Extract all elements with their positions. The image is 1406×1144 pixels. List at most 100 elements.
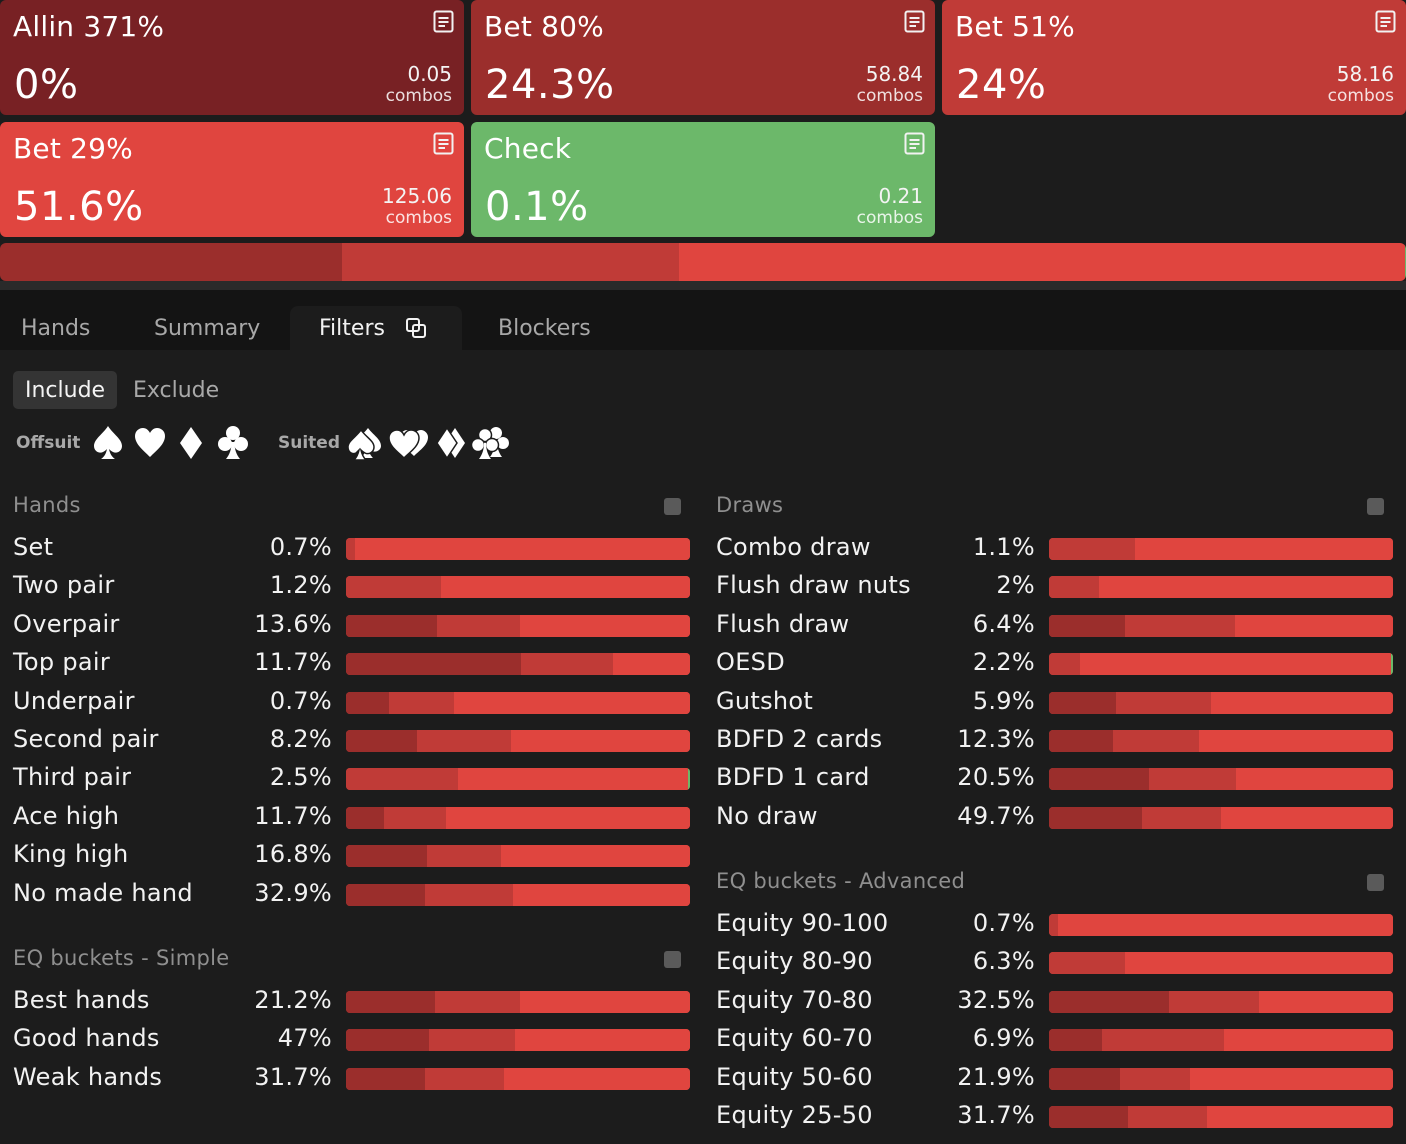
action-card-allin[interactable]: Allin 371% 0% 0.05 combos — [0, 0, 464, 115]
bar-segment-bet51 — [1141, 807, 1221, 829]
double-diamond-icon[interactable] — [433, 424, 469, 462]
section-checkbox-eq-simple[interactable] — [664, 951, 681, 968]
bar-segment-bet51 — [346, 768, 458, 790]
notes-icon[interactable] — [433, 132, 454, 155]
action-percent: 51.6% — [14, 184, 144, 230]
filter-row[interactable]: Equity 60-70 6.9% — [716, 1020, 1393, 1058]
action-percent: 0.1% — [485, 184, 589, 230]
filter-row[interactable]: Overpair 13.6% — [13, 606, 690, 644]
heart-icon[interactable] — [133, 424, 167, 462]
row-percent: 2.2% — [972, 648, 1035, 676]
offsuit-label: Offsuit — [16, 433, 81, 453]
filter-row[interactable]: Equity 80-90 6.3% — [716, 943, 1393, 981]
filter-row[interactable]: Flush draw nuts 2% — [716, 567, 1393, 605]
notes-icon[interactable] — [433, 10, 454, 33]
row-label: OESD — [716, 648, 785, 676]
filter-row[interactable]: Best hands 21.2% — [13, 982, 690, 1020]
filter-row[interactable]: OESD 2.2% — [716, 644, 1393, 682]
row-percent: 1.2% — [269, 571, 332, 599]
filter-row[interactable]: No made hand 32.9% — [13, 875, 690, 913]
tab-hands[interactable]: Hands — [0, 306, 110, 350]
filter-row[interactable]: Equity 90-100 0.7% — [716, 905, 1393, 943]
club-icon[interactable] — [216, 424, 250, 462]
strategy-bar — [346, 692, 690, 714]
strip-segment-check — [1404, 243, 1406, 281]
action-percent: 24% — [956, 62, 1047, 108]
filter-row[interactable]: Two pair 1.2% — [13, 567, 690, 605]
spade-icon[interactable] — [91, 424, 125, 462]
filter-row[interactable]: Second pair 8.2% — [13, 721, 690, 759]
filter-row[interactable]: Weak hands 31.7% — [13, 1059, 690, 1097]
tab-filters[interactable]: Filters — [290, 306, 462, 350]
filter-row[interactable]: Equity 25-50 31.7% — [716, 1097, 1393, 1135]
action-card-check[interactable]: Check 0.1% 0.21 combos — [471, 122, 935, 237]
section-checkbox-draws[interactable] — [1367, 498, 1384, 515]
suited-label: Suited — [278, 433, 340, 453]
row-percent: 5.9% — [972, 687, 1035, 715]
tab-summary[interactable]: Summary — [130, 306, 280, 350]
exclude-button[interactable]: Exclude — [121, 371, 231, 409]
action-percent: 0% — [14, 62, 79, 108]
tab-blockers[interactable]: Blockers — [472, 306, 622, 350]
notes-icon[interactable] — [904, 132, 925, 155]
action-card-bet80[interactable]: Bet 80% 24.3% 58.84 combos — [471, 0, 935, 115]
filter-row[interactable]: Combo draw 1.1% — [716, 529, 1393, 567]
action-percent: 24.3% — [485, 62, 615, 108]
combos-label: combos — [856, 86, 923, 106]
filter-row[interactable]: Flush draw 6.4% — [716, 606, 1393, 644]
notes-icon[interactable] — [904, 10, 925, 33]
bar-segment-bet51 — [425, 884, 513, 906]
divider — [0, 281, 1406, 290]
row-percent: 0.7% — [269, 533, 332, 561]
row-percent: 2% — [996, 571, 1035, 599]
section-title-hands: Hands — [13, 493, 81, 517]
notes-icon[interactable] — [1375, 10, 1396, 33]
bar-segment-bet80 — [1049, 991, 1170, 1013]
row-label: Equity 50-60 — [716, 1063, 873, 1091]
bar-segment-bet51 — [425, 1068, 505, 1090]
strategy-bar — [346, 730, 690, 752]
bar-segment-bet29 — [1079, 653, 1392, 675]
filter-row[interactable]: Top pair 11.7% — [13, 644, 690, 682]
section-checkbox-hands[interactable] — [664, 498, 681, 515]
bar-segment-bet80 — [1049, 692, 1117, 714]
filter-row[interactable]: Gutshot 5.9% — [716, 683, 1393, 721]
row-label: Ace high — [13, 802, 120, 830]
section-title-draws: Draws — [716, 493, 784, 517]
combos-value: 58.16 — [1336, 62, 1394, 86]
bar-segment-bet29 — [445, 807, 690, 829]
double-heart-icon[interactable] — [387, 424, 431, 462]
filter-row[interactable]: Ace high 11.7% — [13, 798, 690, 836]
row-percent: 8.2% — [269, 725, 332, 753]
exclude-label: Exclude — [133, 377, 220, 403]
filter-row[interactable]: Underpair 0.7% — [13, 683, 690, 721]
tab-label: Summary — [154, 315, 261, 341]
diamond-icon[interactable] — [174, 424, 208, 462]
action-card-bet51[interactable]: Bet 51% 24% 58.16 combos — [942, 0, 1406, 115]
filter-row[interactable]: BDFD 2 cards 12.3% — [716, 721, 1393, 759]
row-label: BDFD 2 cards — [716, 725, 883, 753]
filter-row[interactable]: Set 0.7% — [13, 529, 690, 567]
bar-segment-check — [688, 768, 690, 790]
double-club-icon[interactable] — [470, 424, 512, 462]
filter-row[interactable]: BDFD 1 card 20.5% — [716, 759, 1393, 797]
bar-segment-bet51 — [389, 692, 455, 714]
row-percent: 1.1% — [972, 533, 1035, 561]
bar-segment-bet29 — [514, 1029, 690, 1051]
action-card-bet29[interactable]: Bet 29% 51.6% 125.06 combos — [0, 122, 464, 237]
row-percent: 47% — [277, 1024, 332, 1052]
filter-row[interactable]: Equity 70-80 32.5% — [716, 982, 1393, 1020]
filter-row[interactable]: No draw 49.7% — [716, 798, 1393, 836]
filter-row[interactable]: Good hands 47% — [13, 1020, 690, 1058]
filter-row[interactable]: Third pair 2.5% — [13, 759, 690, 797]
include-button[interactable]: Include — [13, 371, 118, 409]
bar-segment-bet80 — [1049, 1029, 1103, 1051]
double-spade-icon[interactable] — [346, 424, 386, 462]
row-label: Second pair — [13, 725, 159, 753]
strategy-bar — [1049, 576, 1393, 598]
combos-label: combos — [385, 86, 452, 106]
section-checkbox-eq-advanced[interactable] — [1367, 874, 1384, 891]
filter-row[interactable]: Equity 50-60 21.9% — [716, 1059, 1393, 1097]
popout-icon[interactable] — [405, 317, 427, 339]
filter-row[interactable]: King high 16.8% — [13, 836, 690, 874]
